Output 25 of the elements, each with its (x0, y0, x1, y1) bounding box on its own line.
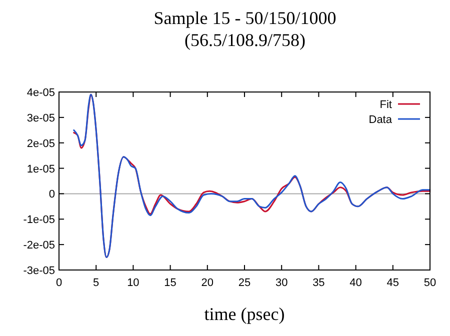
x-tick-label: 30 (275, 277, 288, 289)
x-tick-label: 20 (201, 277, 214, 289)
y-tick-label: -3e-05 (23, 265, 55, 277)
x-tick-label: 0 (56, 277, 62, 289)
x-tick-label: 50 (424, 277, 436, 289)
x-tick-label: 25 (238, 277, 251, 289)
legend-label: Fit (380, 99, 392, 111)
x-tick-label: 40 (350, 277, 362, 289)
y-tick-label: 2e-05 (26, 138, 55, 150)
y-tick-label: 3e-05 (26, 112, 55, 124)
y-tick-label: -1e-05 (23, 214, 55, 226)
y-tick-label: 0 (48, 188, 55, 201)
y-tick-label: -2e-05 (23, 240, 55, 252)
x-tick-label: 5 (93, 277, 100, 289)
legend-label: Data (368, 114, 393, 126)
x-tick-label: 45 (386, 277, 400, 289)
x-axis-title: time (psec) (204, 304, 285, 324)
x-tick-label: 35 (312, 277, 325, 289)
y-tick-label: 4e-05 (26, 87, 55, 99)
chart-title: Sample 15 - 50/150/1000 (154, 8, 336, 28)
x-tick-label: 15 (164, 277, 176, 289)
y-tick-label: 1e-05 (26, 163, 55, 176)
chart-subtitle: (56.5/108.9/758) (184, 30, 306, 50)
line-series (73, 94, 431, 258)
x-tick-label: 10 (127, 277, 140, 289)
